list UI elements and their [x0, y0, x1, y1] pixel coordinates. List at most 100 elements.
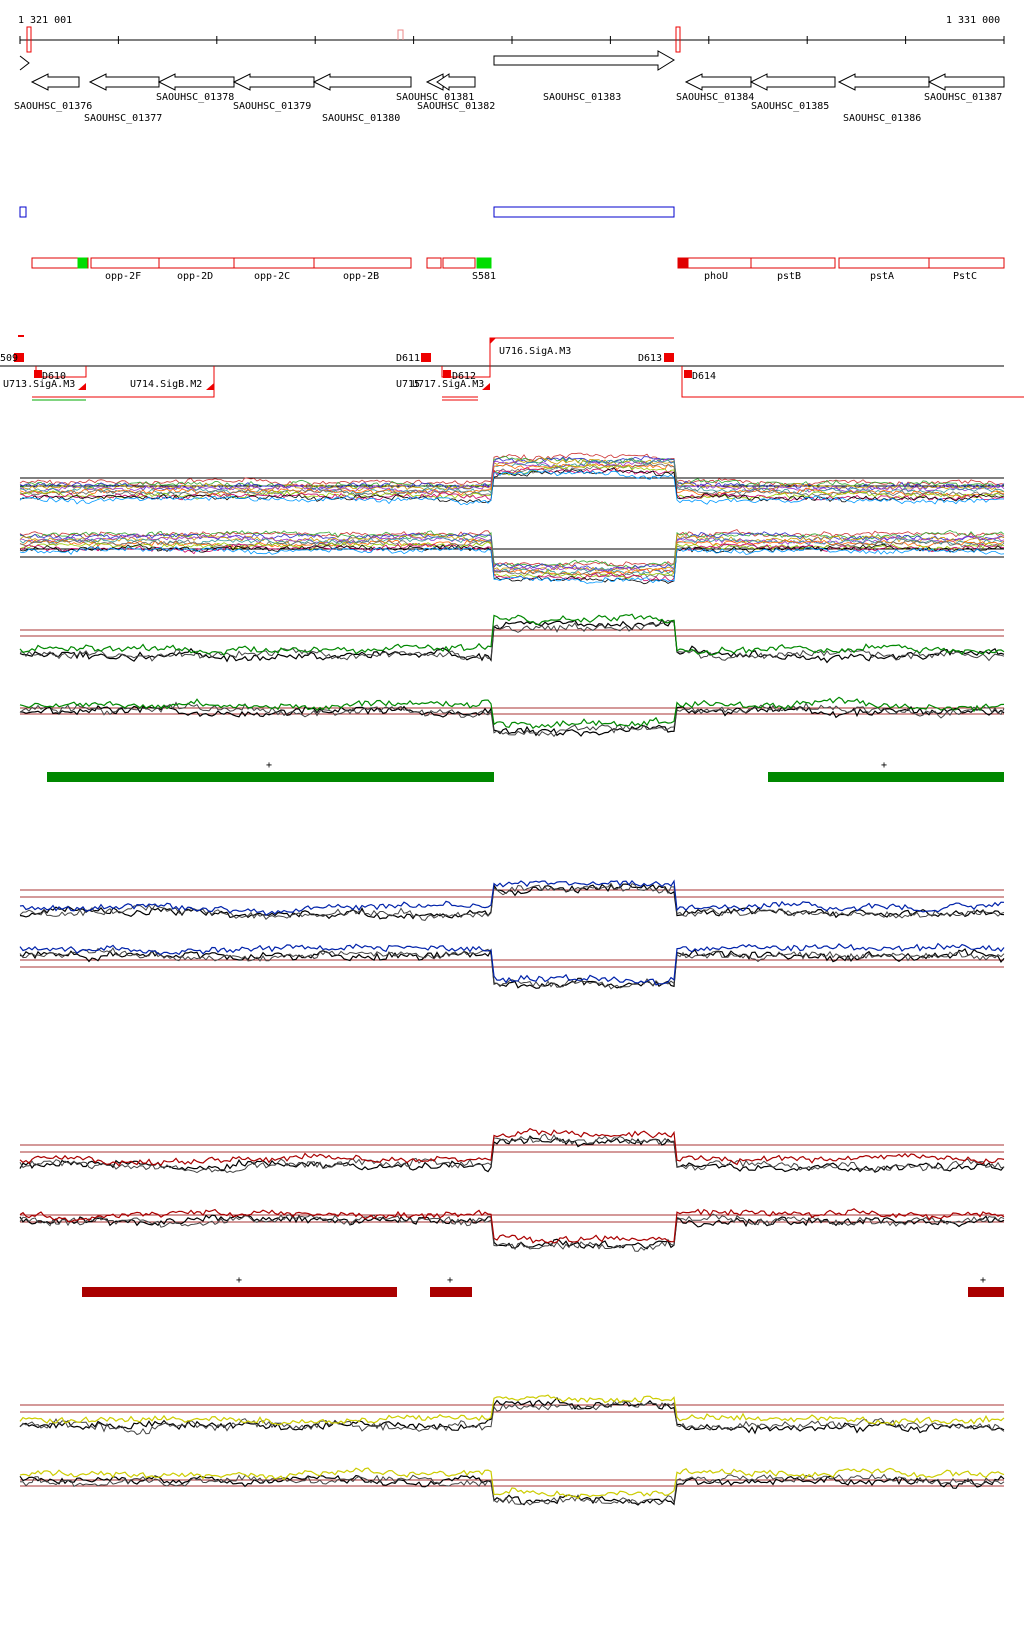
gene-arrow-01379[interactable]	[232, 73, 315, 91]
profile-trace-black	[19, 704, 1005, 737]
operon-label: opp-2F	[105, 271, 141, 282]
operon-box[interactable]	[233, 257, 315, 269]
profile-trace-gray	[19, 1400, 1005, 1436]
operon-label: S581	[472, 271, 496, 282]
operon-box[interactable]	[158, 257, 235, 269]
multi-profile-panel	[19, 529, 1005, 585]
operon-box[interactable]	[928, 257, 1005, 269]
operon-box[interactable]	[838, 257, 930, 269]
gene-label: SAOUHSC_01386	[843, 113, 921, 124]
gene-arrow-01386[interactable]	[837, 73, 930, 91]
tss-label: D613	[638, 353, 662, 364]
operon-box[interactable]	[426, 257, 442, 269]
gene-arrow-01384[interactable]	[684, 73, 752, 91]
operon-highlight	[476, 257, 492, 269]
multi-profile-panel	[19, 452, 1005, 506]
segment-mark: +	[980, 1275, 986, 1286]
gene-arrow-01377[interactable]	[88, 73, 160, 91]
blue-feature[interactable]	[493, 206, 675, 218]
operon-label: pstB	[777, 271, 801, 282]
coordinate-ruler: 1 321 001 1 331 000	[18, 15, 1005, 71]
profile-trace	[19, 538, 1005, 576]
gene-label: SAOUHSC_01376	[14, 101, 92, 112]
tss-marker[interactable]	[684, 370, 692, 378]
gene-label: SAOUHSC_01382	[417, 101, 495, 112]
tss-label: U716.SigA.M3	[499, 346, 571, 357]
tss-marker[interactable]	[34, 370, 42, 378]
profile-trace	[19, 542, 1005, 582]
operon-label: opp-2C	[254, 271, 290, 282]
gene-label: SAOUHSC_01387	[924, 92, 1002, 103]
profile-trace-gray	[19, 947, 1005, 990]
operon-box[interactable]	[90, 257, 160, 269]
segment-bar[interactable]	[968, 1287, 1004, 1297]
profile-trace-gray	[19, 882, 1005, 921]
tss-marker[interactable]	[421, 353, 431, 362]
green-profile-panel	[19, 613, 1005, 664]
tss-label: U713.SigA.M3	[3, 379, 75, 390]
expression-profile-tracks	[19, 452, 1005, 1506]
segment-bar[interactable]	[47, 772, 494, 782]
segment-mark: +	[266, 760, 272, 771]
gene-arrow-01383[interactable]	[493, 50, 675, 71]
profile-trace-colored	[19, 696, 1005, 730]
operon-highlight	[677, 257, 689, 269]
profile-trace-black	[19, 618, 1005, 664]
blue-feature[interactable]	[19, 206, 27, 218]
ruler-marker	[675, 26, 681, 53]
tss-marker[interactable]	[443, 370, 451, 378]
gene-arrow-01385[interactable]	[749, 73, 836, 91]
gene-arrow-01378[interactable]	[157, 73, 235, 91]
blue-feature-track	[19, 206, 675, 218]
profile-trace	[19, 452, 1005, 487]
tss-marker[interactable]	[14, 353, 24, 362]
profile-trace-gray	[19, 1133, 1005, 1174]
segment-mark: +	[881, 760, 887, 771]
coord-end-label: 1 331 000	[946, 15, 1000, 26]
gene-arrow-01376[interactable]	[30, 73, 80, 91]
gene-label: SAOUHSC_01381	[396, 92, 474, 103]
profile-trace	[19, 457, 1005, 493]
segment-bar[interactable]	[82, 1287, 397, 1297]
green-profile-panel	[19, 696, 1005, 738]
segment-mark: +	[236, 1275, 242, 1286]
gene-arrow-01387[interactable]	[927, 73, 1005, 91]
segment-track-red: + + +	[82, 1275, 1004, 1297]
yellow-profile-panel	[19, 1394, 1005, 1436]
operon-box[interactable]	[31, 257, 89, 269]
gene-arrow-01382[interactable]	[436, 73, 476, 91]
operon-box[interactable]	[313, 257, 412, 269]
profile-trace-gray	[19, 619, 1005, 662]
red-profile-panel	[19, 1127, 1005, 1174]
tss-marker[interactable]	[664, 353, 674, 362]
gene-arrow-01380[interactable]	[312, 73, 412, 91]
coord-start-label: 1 321 001	[18, 15, 72, 26]
profile-trace	[19, 546, 1005, 584]
profile-trace-colored	[19, 1394, 1005, 1426]
segment-bar[interactable]	[768, 772, 1004, 782]
operon-label: pstA	[870, 271, 894, 282]
gene-label: SAOUHSC_01380	[322, 113, 400, 124]
profile-trace	[19, 469, 1005, 506]
yellow-profile-panel	[19, 1467, 1005, 1506]
operon-box[interactable]	[687, 257, 752, 269]
profile-trace-gray	[19, 1473, 1005, 1506]
profile-trace-colored	[19, 1127, 1005, 1167]
tss-label: 509	[0, 353, 18, 364]
ruler-peak-mark	[397, 29, 404, 40]
profile-trace	[19, 543, 1005, 585]
operon-box[interactable]	[442, 257, 476, 269]
profile-trace	[19, 463, 1005, 501]
operon-labels: opp-2F opp-2D opp-2C opp-2B S581 phoU ps…	[105, 271, 977, 282]
operon-box[interactable]	[750, 257, 836, 269]
operon-highlight	[77, 257, 88, 269]
segment-mark: +	[447, 1275, 453, 1286]
profile-trace	[19, 529, 1005, 569]
profile-trace-black	[19, 1474, 1005, 1506]
tss-label: D612	[452, 371, 476, 382]
tss-track: 509 D610 U713.SigA.M3 U714.SigB.M2 D611 …	[0, 335, 1024, 401]
segment-bar[interactable]	[430, 1287, 472, 1297]
profile-trace-colored	[19, 1467, 1005, 1500]
red-profile-panel	[19, 1208, 1005, 1252]
